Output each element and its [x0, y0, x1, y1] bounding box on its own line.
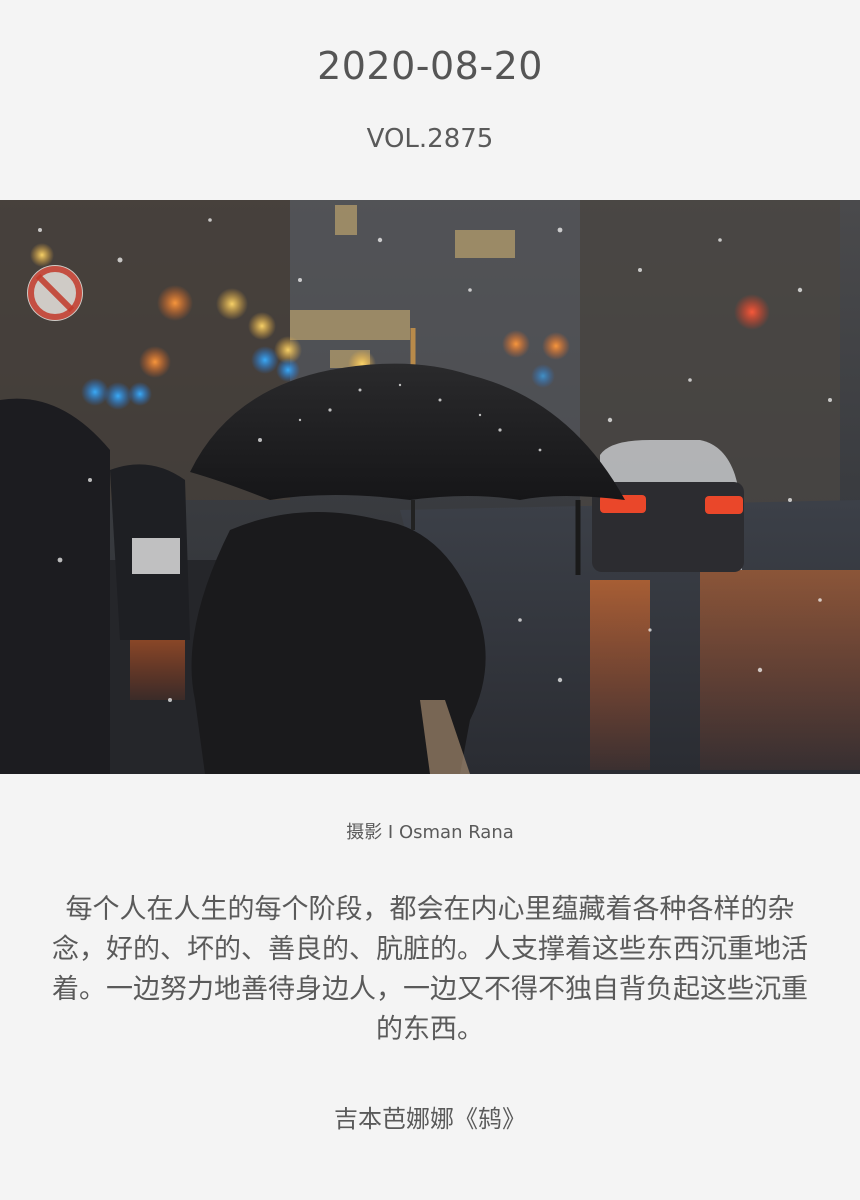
date-heading: 2020-08-20 — [317, 44, 543, 88]
umbrella-icon — [190, 328, 625, 575]
quote-source: 吉本芭娜娜《鸫》 — [334, 1105, 526, 1133]
rainy-street-illustration — [0, 200, 860, 774]
car-silhouette — [592, 440, 744, 572]
volume-number: VOL.2875 — [366, 124, 494, 154]
cover-photo — [0, 200, 860, 774]
no-turn-sign-icon — [27, 265, 83, 321]
quote-text: 每个人在人生的每个阶段，都会在内心里蕴藏着各种各样的杂念，好的、坏的、善良的、肮… — [52, 894, 808, 1045]
photo-credit: 摄影 I Osman Rana — [346, 822, 514, 843]
